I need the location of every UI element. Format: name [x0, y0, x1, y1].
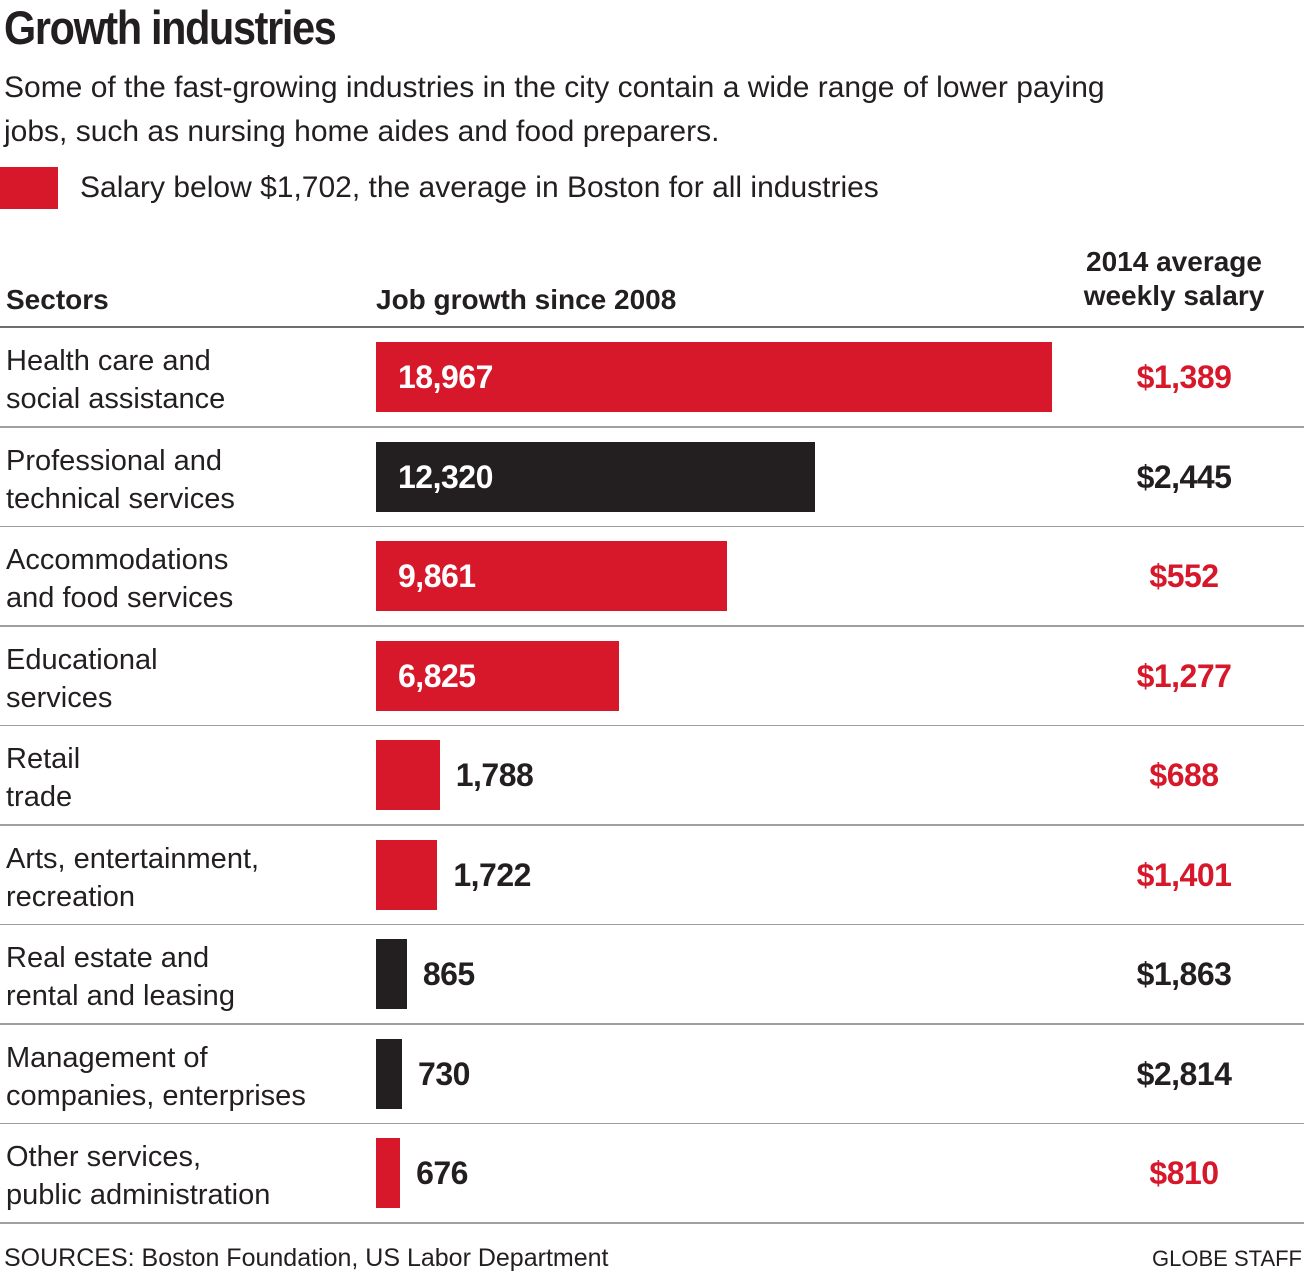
bar-value-label: 6,825 — [398, 657, 476, 694]
bar-value-label: 1,788 — [455, 757, 534, 793]
chart-row: Health care and social assistance 18,967 $… — [0, 328, 1304, 428]
row-divider — [0, 426, 1304, 428]
bar-value-label: 676 — [416, 1155, 468, 1191]
chart-row: Educational services 6,825 $1,277 — [0, 627, 1304, 726]
bar-value-label: 9,861 — [398, 558, 476, 594]
row-divider — [0, 923, 1304, 925]
row-divider — [0, 1222, 1304, 1224]
salary-label: $2,445 — [1136, 458, 1232, 495]
sector-label: Retail trade — [6, 743, 81, 813]
salary-label: $1,401 — [1136, 856, 1232, 893]
sector-label: Other services, public administration — [6, 1141, 271, 1211]
sector-label: Health care and social assistance — [6, 345, 226, 415]
row-divider — [0, 1122, 1304, 1124]
column-header-sectors: Sectors — [6, 284, 109, 315]
chart-row: Management of companies, enterprises 730 $… — [0, 1025, 1304, 1124]
chart-row: Real estate and rental and leasing 865 $1,… — [0, 925, 1304, 1025]
salary-label: $810 — [1149, 1155, 1219, 1191]
row-divider — [0, 724, 1304, 726]
sector-label: Real estate and rental and leasing — [6, 942, 235, 1012]
row-divider — [0, 625, 1304, 627]
sector-label: Arts, entertainment, recreation — [6, 842, 260, 913]
source-note: SOURCES: Boston Foundation, US Labor Dep… — [4, 1244, 609, 1272]
sector-label: Professional and technical services — [6, 444, 235, 515]
row-divider — [0, 1023, 1304, 1025]
chart-row: Professional and technical services 12,32… — [0, 428, 1304, 527]
bar — [376, 1038, 403, 1109]
legend-swatch-below-average — [0, 167, 58, 209]
bar-value-label: 1,722 — [453, 856, 531, 893]
chart-row: Retail trade 1,788 $688 — [0, 726, 1304, 826]
bar — [376, 342, 1052, 412]
bar — [376, 1138, 401, 1208]
bar — [376, 939, 407, 1009]
sector-label: Management of companies, enterprises — [6, 1041, 306, 1112]
sector-label: Accommodations and food services — [6, 544, 234, 614]
bar-value-label: 18,967 — [398, 359, 493, 395]
header-rule — [0, 326, 1304, 328]
bar-value-label: 12,320 — [398, 458, 493, 495]
chart-row: Accommodations and food services 9,861 $55… — [0, 527, 1304, 627]
bar — [376, 640, 620, 711]
column-header-job-growth: Job growth since 2008 — [376, 284, 677, 315]
row-divider — [0, 525, 1304, 527]
chart-row: Arts, entertainment, recreation 1,722 $1,4… — [0, 826, 1304, 925]
bar-value-label: 865 — [422, 956, 475, 992]
salary-label: $1,389 — [1136, 359, 1232, 395]
salary-label: $2,814 — [1136, 1055, 1232, 1092]
chart-title: Growth industries — [4, 1, 337, 54]
column-header-salary: 2014 average weekly salary — [1083, 246, 1265, 311]
chart-row: Other services, public administration 676… — [0, 1124, 1304, 1224]
bar — [376, 740, 440, 810]
bar — [376, 541, 728, 611]
legend-label: Salary below $1,702, the average in Bost… — [80, 171, 879, 204]
bar — [376, 839, 438, 910]
bar — [376, 441, 816, 512]
salary-label: $688 — [1149, 757, 1219, 793]
salary-label: $552 — [1149, 558, 1219, 594]
credit-note: GLOBE STAFF — [1152, 1246, 1302, 1271]
salary-label: $1,277 — [1136, 657, 1232, 694]
chart-subtitle: Some of the fast-growing industries in t… — [4, 71, 1105, 148]
salary-label: $1,863 — [1136, 956, 1232, 992]
row-divider — [0, 824, 1304, 826]
bar-value-label: 730 — [418, 1055, 470, 1092]
sector-label: Educational services — [6, 643, 158, 714]
